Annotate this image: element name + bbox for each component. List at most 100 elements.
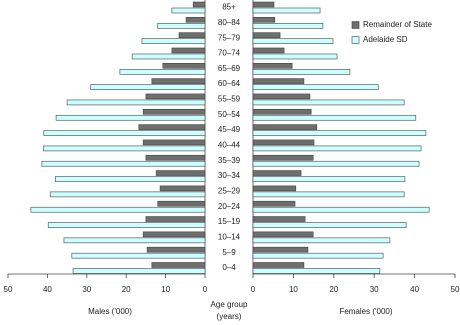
male-bar: [151, 262, 206, 268]
male-bar: [157, 200, 206, 207]
legend-swatch: [351, 36, 360, 44]
age-axis-label: Age group: [211, 300, 248, 309]
age-label: 65–69: [218, 64, 241, 73]
female-bar: [252, 23, 324, 29]
x-tick-label: 50: [4, 285, 13, 294]
male-bar: [178, 32, 206, 38]
male-bar: [157, 23, 206, 29]
female-bar: [252, 237, 391, 244]
male-bar: [55, 114, 206, 121]
male-bar: [49, 191, 206, 198]
female-bar: [252, 84, 379, 90]
legend-label: Remainder of State: [363, 20, 432, 29]
x-tick-label: 30: [370, 285, 379, 294]
x-tick-label: 20: [122, 285, 131, 294]
female-bar: [252, 222, 407, 228]
male-bar: [72, 268, 206, 274]
female-bar: [252, 262, 305, 268]
male-bar: [141, 38, 206, 44]
male-bar: [119, 68, 206, 75]
male-bar: [43, 145, 206, 152]
male-bar: [47, 222, 206, 228]
female-bar: [252, 47, 285, 54]
male-bar: [131, 53, 206, 60]
age-label: 20–24: [218, 202, 241, 211]
female-bar: [252, 252, 384, 259]
x-tick-label: 0: [203, 285, 208, 294]
female-bar: [252, 191, 405, 198]
age-axis-label: (years): [217, 312, 242, 321]
age-label: 55–59: [218, 95, 241, 104]
female-bar: [252, 68, 351, 75]
female-bar: [252, 145, 422, 152]
age-label: 30–34: [218, 171, 241, 180]
male-bar: [155, 170, 206, 176]
x-tick-label: 10: [289, 285, 298, 294]
x-tick-label: 0: [251, 285, 256, 294]
male-bar: [43, 130, 206, 136]
age-label: 25–29: [218, 186, 241, 195]
female-bar: [252, 185, 297, 192]
legend-label: Adelaide SD: [363, 35, 408, 44]
age-label: 45–49: [218, 125, 241, 134]
age-label: 75–79: [218, 33, 241, 42]
female-bar: [252, 114, 417, 121]
female-bar: [252, 1, 275, 8]
age-label: 50–54: [218, 110, 241, 119]
female-bar: [252, 93, 311, 100]
x-tick-label: 30: [82, 285, 91, 294]
female-bar: [252, 170, 302, 176]
male-bar: [142, 139, 206, 146]
female-bar: [252, 139, 315, 146]
female-bar: [252, 200, 296, 207]
female-bar: [252, 53, 338, 60]
male-bar: [159, 185, 206, 192]
female-bar: [252, 78, 305, 84]
male-bar: [192, 1, 206, 8]
female-bar: [252, 108, 312, 115]
male-bar: [90, 84, 206, 90]
female-bar: [252, 38, 334, 44]
x-tick-label: 40: [43, 285, 52, 294]
x-tick-label: 10: [161, 285, 170, 294]
female-bar: [252, 206, 430, 213]
age-label: 60–64: [218, 79, 241, 88]
male-bar: [138, 124, 206, 130]
age-label: 70–74: [218, 49, 241, 58]
female-bar: [252, 216, 306, 222]
age-label: 15–19: [218, 217, 241, 226]
male-bar: [145, 154, 206, 161]
female-bar: [252, 7, 321, 14]
x-tick-label: 40: [410, 285, 419, 294]
age-label: 85+: [222, 3, 236, 12]
female-bar: [252, 160, 420, 167]
age-label: 80–84: [218, 18, 241, 27]
age-label: 5–9: [222, 248, 236, 257]
age-label: 40–44: [218, 141, 241, 150]
female-bar: [252, 32, 281, 38]
x-tick-label: 20: [329, 285, 338, 294]
female-bar: [252, 62, 293, 69]
female-bar: [252, 246, 309, 253]
male-bar: [54, 176, 206, 182]
male-bar: [171, 47, 206, 54]
male-bar: [30, 206, 206, 213]
male-bar: [66, 99, 206, 106]
female-bar: [252, 154, 314, 161]
male-axis-label: Males ('000): [88, 307, 132, 316]
female-bar: [252, 130, 427, 136]
male-bar: [41, 160, 206, 167]
male-bar: [151, 78, 206, 84]
male-bar: [145, 93, 206, 100]
male-bar: [171, 7, 206, 14]
male-bar: [146, 246, 206, 253]
female-bar: [252, 99, 405, 106]
male-bar: [162, 62, 206, 69]
female-bar: [252, 268, 381, 274]
female-bar: [252, 176, 406, 182]
male-bar: [63, 237, 206, 244]
x-tick-label: 50: [451, 285, 460, 294]
male-bar: [142, 108, 206, 115]
age-label: 0–4: [222, 263, 236, 272]
